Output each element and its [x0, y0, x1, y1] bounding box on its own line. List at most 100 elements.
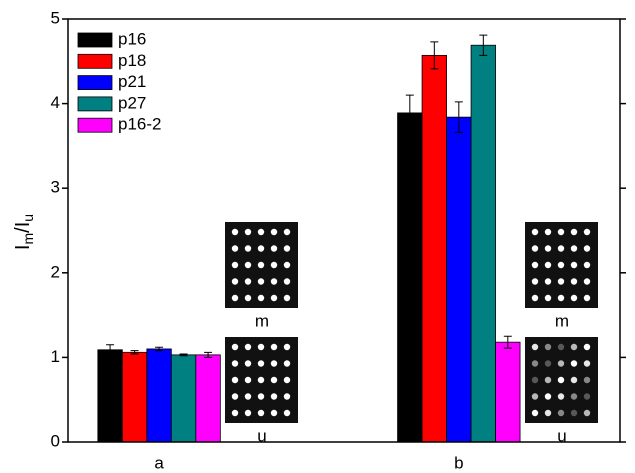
inset-dot [232, 262, 238, 268]
inset-dot [558, 245, 564, 251]
y-tick-label: 1 [51, 347, 60, 366]
inset-dot [584, 377, 590, 383]
inset-dot [584, 410, 590, 416]
bar [147, 349, 172, 442]
inset-dot [258, 245, 264, 251]
inset-dot [558, 377, 564, 383]
inset-dot [232, 410, 238, 416]
inset-dot [245, 410, 251, 416]
inset-dot [232, 295, 238, 301]
inset-dot [245, 295, 251, 301]
inset-dot [571, 245, 577, 251]
inset-dot [284, 410, 290, 416]
legend-label: p21 [118, 72, 146, 91]
inset-dot [571, 278, 577, 284]
inset-dot [584, 344, 590, 350]
inset-dot [584, 229, 590, 235]
inset-dot [532, 245, 538, 251]
legend-swatch [78, 118, 112, 132]
inset-label: m [555, 311, 569, 330]
inset-dot [258, 295, 264, 301]
inset-dot [532, 262, 538, 268]
y-tick-label: 4 [51, 93, 60, 112]
inset-dot [584, 360, 590, 366]
inset-dot [284, 344, 290, 350]
inset-dot [258, 229, 264, 235]
inset-dot [245, 229, 251, 235]
inset-dot [532, 295, 538, 301]
inset-dot [245, 344, 251, 350]
legend-label: p18 [118, 51, 146, 70]
inset-dot [258, 410, 264, 416]
legend-swatch [78, 33, 112, 47]
inset-dot [271, 344, 277, 350]
inset-dot [571, 262, 577, 268]
inset-dot [258, 360, 264, 366]
inset-dot [245, 245, 251, 251]
inset-dot [571, 295, 577, 301]
inset-dot [545, 377, 551, 383]
inset-dot [271, 360, 277, 366]
inset-dot [271, 377, 277, 383]
inset-dot [532, 344, 538, 350]
inset-dot [271, 278, 277, 284]
bar [122, 352, 147, 442]
inset-dot [584, 278, 590, 284]
inset-dot [232, 360, 238, 366]
inset-dot [571, 360, 577, 366]
inset-dot [271, 262, 277, 268]
inset-dot [232, 377, 238, 383]
inset-dot [571, 229, 577, 235]
y-axis-label: Im/Iu [12, 214, 35, 250]
inset-dot [545, 278, 551, 284]
legend-label: p27 [118, 93, 146, 112]
inset-dot [584, 245, 590, 251]
inset-dot [284, 245, 290, 251]
inset-dot [558, 262, 564, 268]
inset-dot [258, 393, 264, 399]
inset-dot [532, 278, 538, 284]
inset-dot [271, 245, 277, 251]
inset-dot [545, 245, 551, 251]
y-label-part: u [20, 214, 36, 222]
inset-dot [232, 229, 238, 235]
bar [171, 355, 196, 442]
inset-dot [558, 410, 564, 416]
inset-dot [545, 393, 551, 399]
inset-dot [532, 410, 538, 416]
inset-dot [271, 295, 277, 301]
inset-dot [532, 393, 538, 399]
inset-dot [532, 229, 538, 235]
inset-dot [545, 360, 551, 366]
inset-dot [284, 262, 290, 268]
inset-dot [558, 295, 564, 301]
y-tick-label: 5 [51, 8, 60, 27]
inset-dot [545, 410, 551, 416]
inset-dot [245, 278, 251, 284]
legend-swatch [78, 97, 112, 111]
inset-label: m [255, 311, 269, 330]
inset-dot [584, 262, 590, 268]
y-tick-label: 2 [51, 262, 60, 281]
inset-dot [271, 229, 277, 235]
inset-dot [571, 410, 577, 416]
legend-swatch [78, 76, 112, 90]
inset-dot [545, 295, 551, 301]
y-label-part: /I [12, 222, 34, 233]
bar [422, 55, 447, 442]
y-label-part: m [20, 233, 36, 245]
bar [398, 113, 423, 442]
inset-dot [284, 295, 290, 301]
inset-dot [584, 393, 590, 399]
inset-dot [232, 245, 238, 251]
y-tick-label: 3 [51, 178, 60, 197]
bar [496, 342, 521, 442]
inset-dot [545, 344, 551, 350]
inset-dot [258, 262, 264, 268]
bar [196, 355, 221, 442]
bar [471, 45, 496, 442]
inset-dot [284, 278, 290, 284]
inset-dot [571, 344, 577, 350]
inset-dot [232, 393, 238, 399]
x-tick-label: b [454, 453, 463, 472]
